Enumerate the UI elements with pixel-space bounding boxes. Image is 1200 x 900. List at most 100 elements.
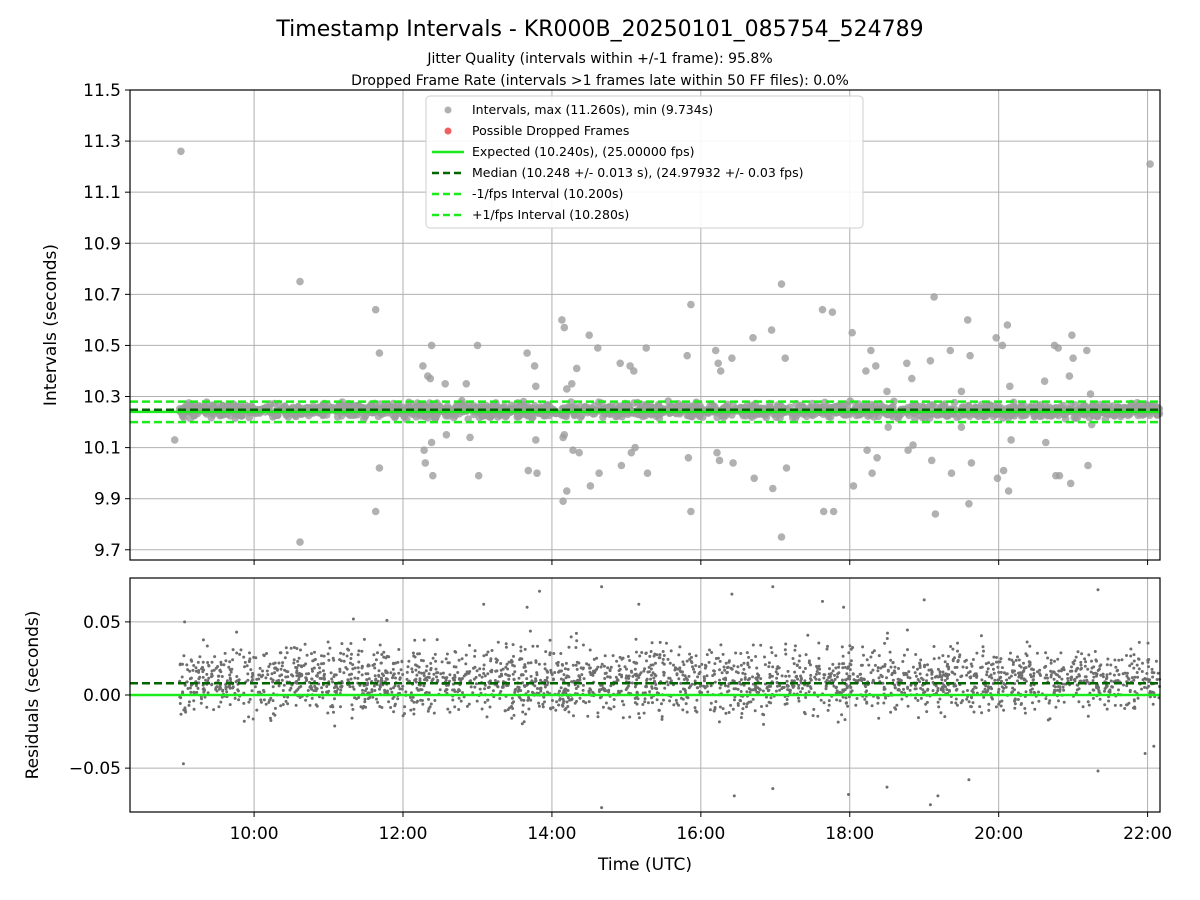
outlier-point [177, 147, 185, 156]
interval-point [630, 681, 634, 685]
interval-point [1146, 660, 1150, 664]
interval-point [746, 661, 750, 665]
interval-point [344, 401, 353, 409]
interval-point [650, 696, 653, 700]
outlier-point [183, 620, 187, 624]
outlier-point [771, 585, 775, 589]
interval-point [297, 677, 301, 681]
interval-point [350, 716, 354, 720]
interval-point [784, 674, 788, 678]
interval-point [1038, 672, 1042, 676]
interval-point [776, 672, 780, 676]
interval-point [710, 651, 714, 654]
interval-point [849, 647, 853, 651]
interval-point [1011, 663, 1015, 666]
interval-point [1144, 677, 1148, 681]
outlier-point [1083, 346, 1091, 355]
interval-point [424, 669, 428, 673]
interval-point [657, 708, 661, 712]
outlier-point [1004, 487, 1013, 495]
interval-point [414, 680, 418, 684]
interval-point [364, 672, 368, 676]
interval-point [1049, 661, 1053, 665]
interval-point [784, 652, 788, 656]
interval-point [425, 678, 429, 682]
interval-point [645, 685, 648, 689]
interval-point [399, 668, 403, 672]
outlier-point [884, 423, 892, 432]
interval-point [486, 698, 490, 702]
interval-point [1027, 660, 1031, 664]
legend-marker-intervals [444, 106, 452, 114]
interval-point [584, 701, 588, 705]
interval-point [1125, 671, 1129, 675]
interval-point [953, 672, 957, 676]
interval-point [1117, 658, 1121, 662]
figure-subtitle-jitter: Jitter Quality (intervals within +/-1 fr… [426, 51, 772, 67]
interval-point [267, 665, 271, 669]
interval-point [991, 662, 995, 666]
interval-point [970, 696, 974, 700]
outlier-point [926, 357, 935, 365]
outlier-point [862, 367, 870, 375]
interval-point [889, 710, 893, 714]
interval-point [451, 698, 455, 702]
interval-point [1020, 674, 1024, 677]
interval-point [219, 663, 223, 667]
interval-point [460, 657, 464, 661]
interval-point [186, 414, 195, 423]
interval-point [486, 686, 490, 690]
interval-point [523, 647, 527, 651]
outlier-point [630, 367, 638, 375]
interval-point [734, 651, 738, 655]
interval-point [510, 696, 514, 700]
interval-point [1058, 685, 1062, 689]
interval-point [681, 673, 685, 677]
interval-point [919, 658, 923, 662]
interval-point [812, 707, 816, 711]
interval-point [304, 676, 308, 680]
interval-point [936, 700, 940, 704]
interval-point [717, 720, 721, 724]
interval-point [446, 707, 450, 711]
interval-point [557, 703, 561, 707]
interval-point [899, 679, 903, 682]
interval-point [1014, 658, 1018, 662]
outlier-point [474, 471, 483, 480]
interval-point [695, 698, 699, 702]
interval-point [1031, 678, 1035, 682]
interval-point [924, 702, 928, 706]
interval-point [1101, 675, 1105, 679]
interval-point [576, 685, 580, 688]
outlier-point [1065, 372, 1074, 380]
interval-point [714, 657, 718, 660]
interval-point [331, 656, 335, 660]
interval-point [499, 662, 503, 665]
interval-point [886, 669, 890, 673]
interval-point [186, 687, 190, 690]
interval-point [411, 651, 415, 655]
legend-label-minus-fps: -1/fps Interval (10.200s) [472, 186, 623, 201]
interval-point [863, 697, 867, 701]
outlier-point [642, 344, 650, 352]
interval-point [1010, 669, 1014, 673]
interval-point [1019, 676, 1023, 680]
interval-point [589, 673, 593, 677]
interval-point [848, 668, 852, 672]
interval-point [587, 691, 591, 695]
interval-point [512, 654, 515, 658]
interval-point [1046, 656, 1050, 660]
interval-point [1024, 666, 1028, 670]
outlier-point [715, 456, 724, 465]
outlier-point [1040, 377, 1049, 386]
interval-point [1136, 696, 1140, 700]
interval-point [1113, 703, 1117, 707]
interval-point [954, 688, 958, 692]
interval-point [261, 673, 265, 677]
interval-point [461, 691, 464, 695]
interval-point [448, 679, 451, 683]
interval-point [1000, 666, 1004, 670]
outlier-point [563, 385, 571, 393]
y-tick-label: 0.00 [83, 686, 121, 706]
interval-point [698, 670, 702, 674]
